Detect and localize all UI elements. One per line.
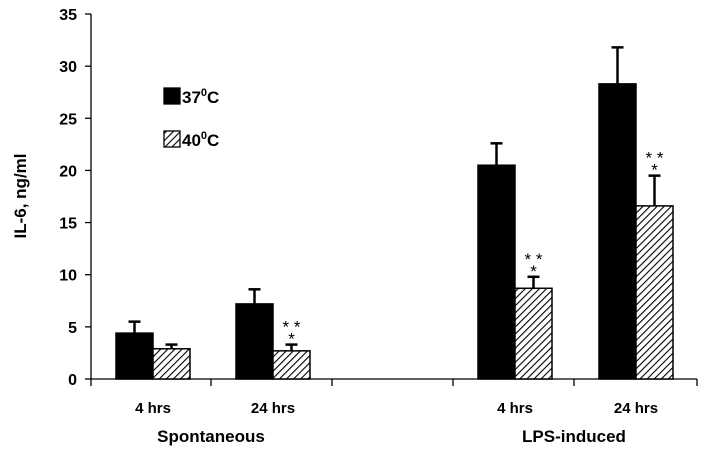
legend-swatch <box>163 130 181 148</box>
significance-marker: * <box>288 330 295 349</box>
significance-marker: * * <box>525 250 543 269</box>
bar <box>235 303 274 380</box>
y-tick-label: 15 <box>59 216 77 233</box>
bar <box>477 164 516 380</box>
bar <box>635 205 674 380</box>
bar <box>152 348 191 380</box>
y-tick-label: 35 <box>59 7 77 24</box>
group-label: LPS-induced <box>522 427 626 446</box>
x-tick-label: 24 hrs <box>614 400 658 417</box>
bar <box>514 287 553 380</box>
legend-entry: 400C <box>182 130 219 150</box>
significance-marker: * <box>651 161 658 180</box>
bar <box>272 350 311 380</box>
y-tick-label: 25 <box>59 111 77 128</box>
x-tick-label: 4 hrs <box>497 400 533 417</box>
legend-entry: 370C <box>182 87 219 107</box>
significance-marker: * * <box>646 149 664 168</box>
group-label: Spontaneous <box>157 427 265 446</box>
y-tick-label: 0 <box>68 372 77 389</box>
bar <box>598 83 637 380</box>
y-tick-label: 30 <box>59 59 77 76</box>
y-tick-label: 10 <box>59 268 77 285</box>
significance-marker: * <box>530 262 537 281</box>
significance-marker: * * <box>283 318 301 337</box>
y-axis-label: IL-6, ng/ml <box>11 154 30 239</box>
x-tick-label: 4 hrs <box>135 400 171 417</box>
y-tick-label: 5 <box>68 320 77 337</box>
bars <box>115 46 674 380</box>
axes <box>85 13 698 386</box>
y-tick-label: 20 <box>59 163 77 180</box>
x-tick-label: 24 hrs <box>251 400 295 417</box>
legend-swatch <box>163 87 181 105</box>
legend: 370C 400C <box>163 87 219 150</box>
bar <box>115 332 154 380</box>
